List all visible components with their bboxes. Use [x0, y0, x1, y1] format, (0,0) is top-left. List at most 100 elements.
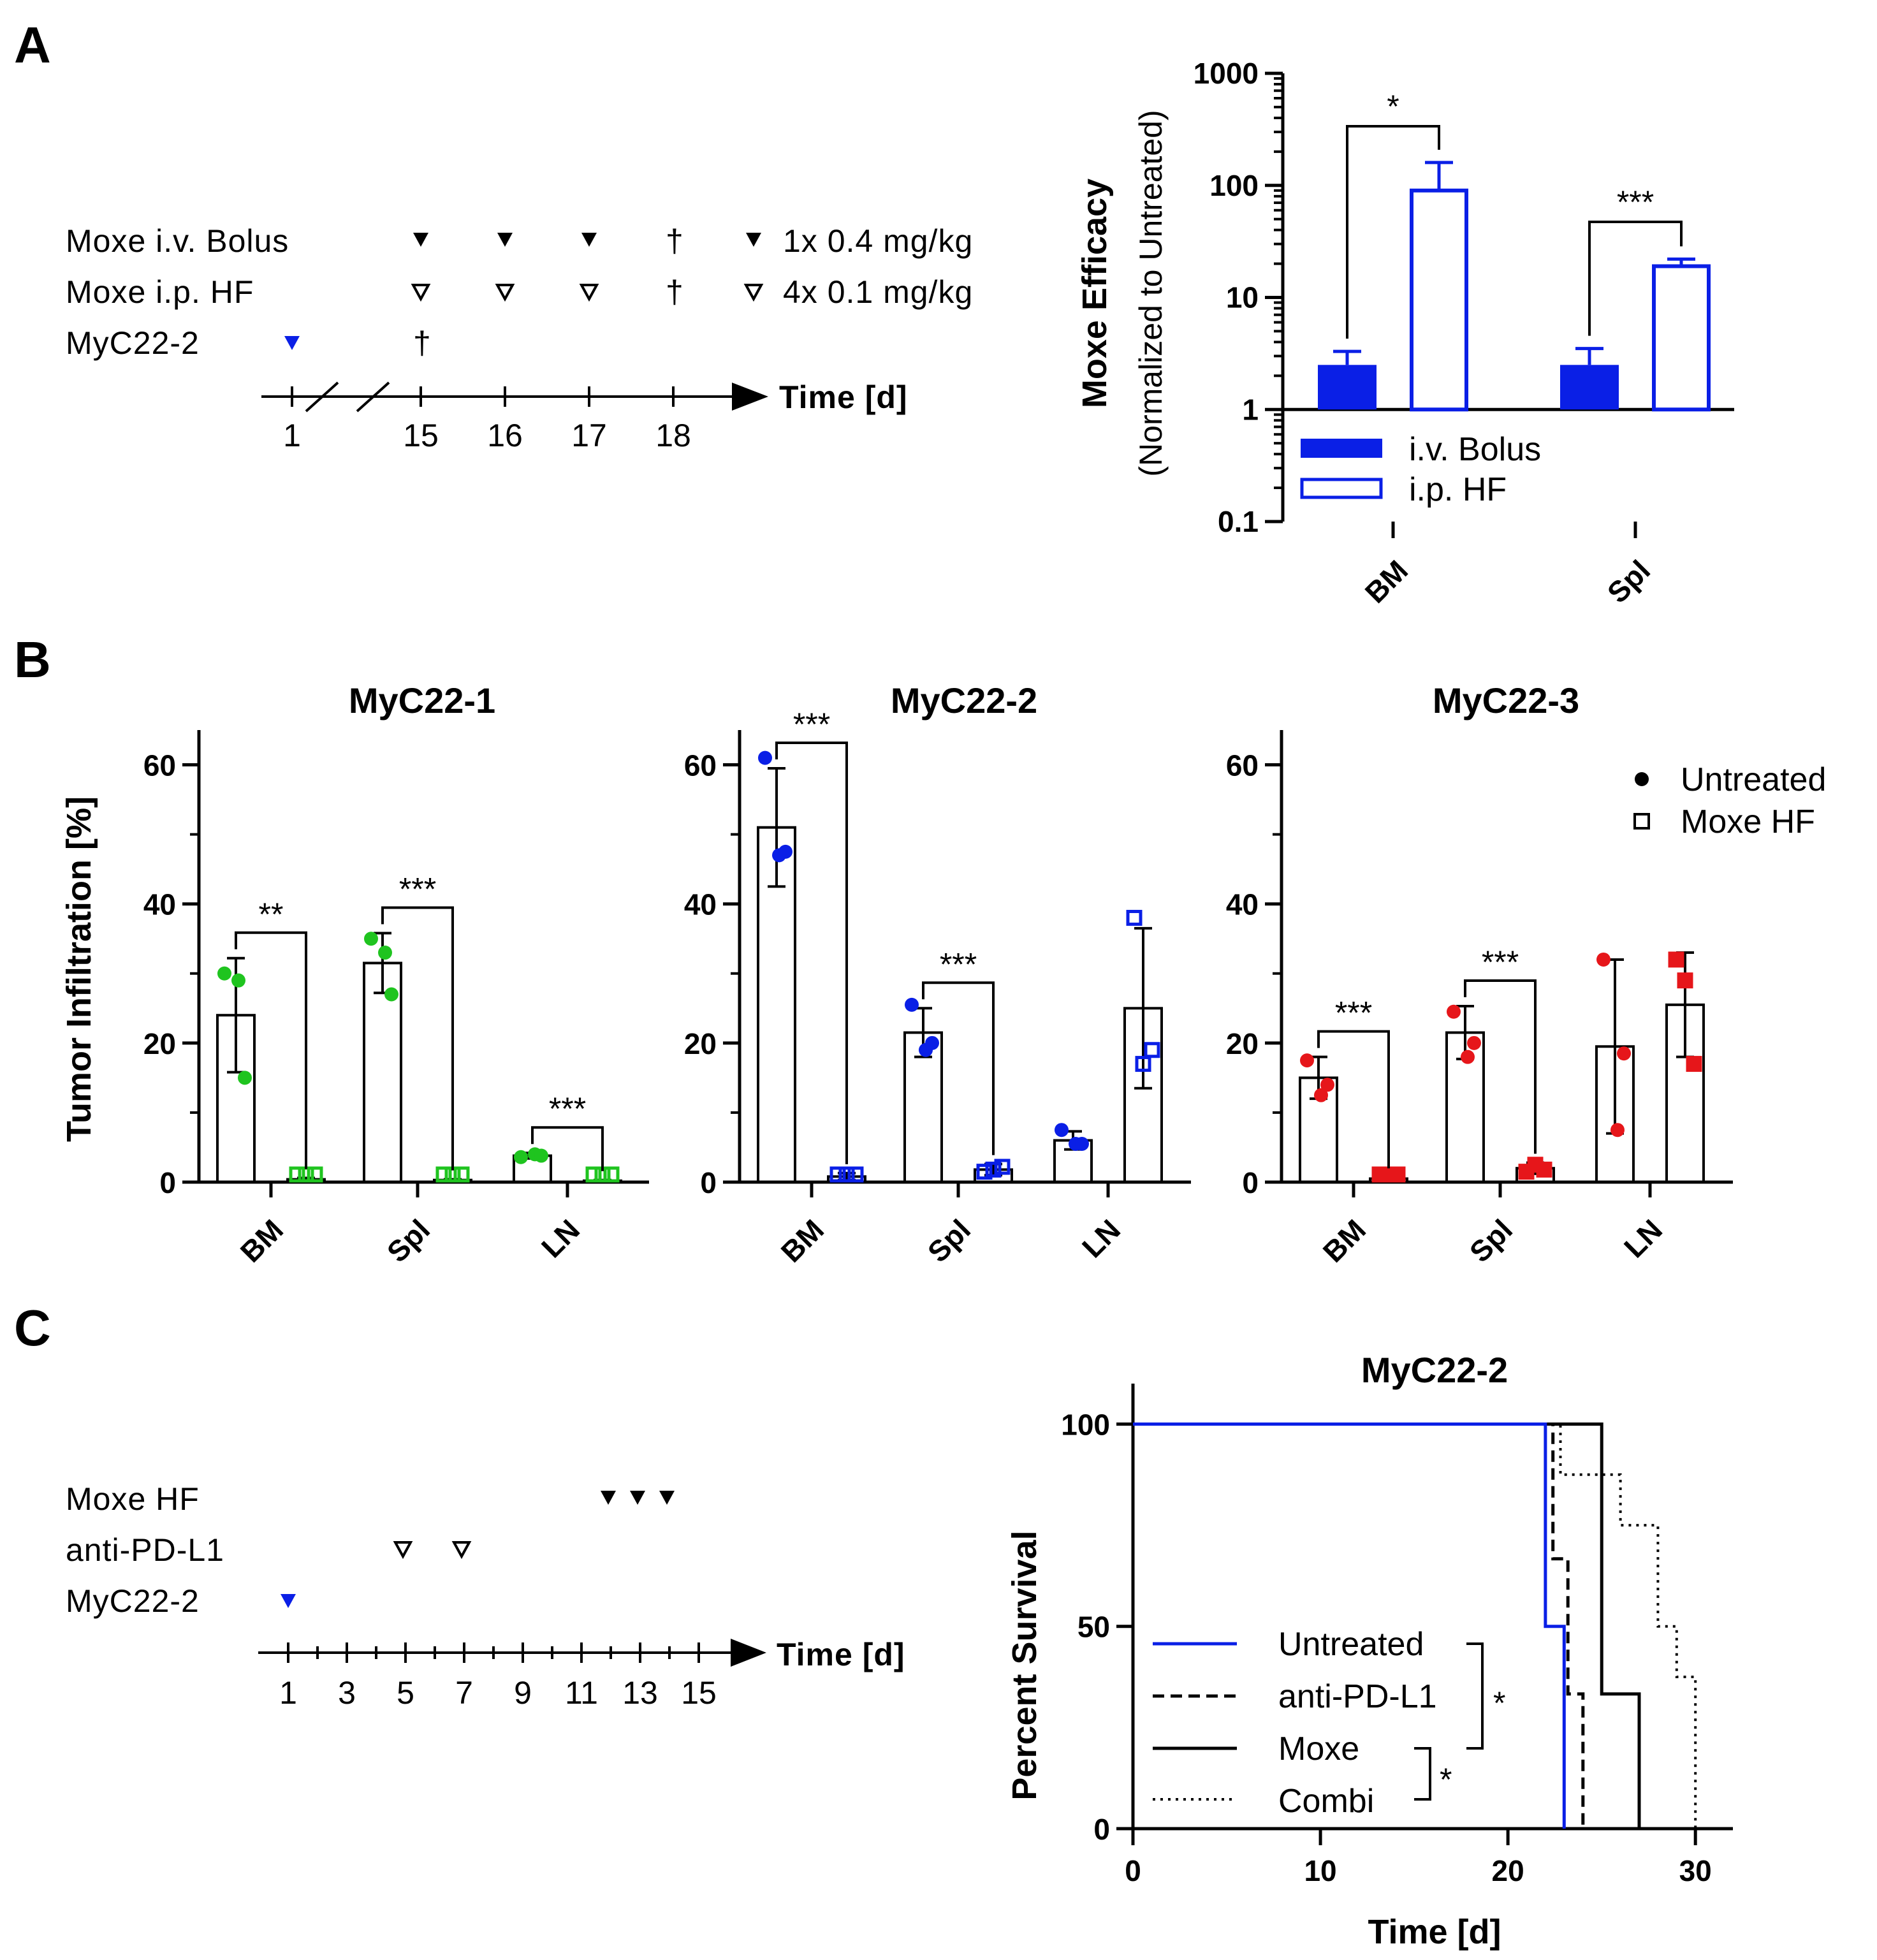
legend-swatch-bolus: [1301, 439, 1382, 458]
chart-myc22-3: 0 20 40 60 BM *** Spl *** LN: [1226, 730, 1733, 1269]
b-tick-label: 40: [1226, 888, 1259, 921]
b-data-point-untreated: [238, 1071, 252, 1085]
b-category-label: LN: [1076, 1213, 1127, 1264]
chart-title-myc22-2: MyC22-2: [891, 680, 1037, 720]
efficacy-bar: [1410, 188, 1468, 412]
survival-x-tick-label: 0: [1125, 1854, 1141, 1887]
timeline-c-tick: 11: [565, 1675, 598, 1711]
survival-x-tick-label: 30: [1679, 1854, 1712, 1887]
b-category-label: LN: [535, 1213, 586, 1264]
survival-x-label: Time [d]: [1368, 1913, 1501, 1951]
efficacy-sig-bracket: [1346, 125, 1440, 339]
open-triangle-icon: [579, 284, 599, 302]
b-category-label: BM: [234, 1213, 289, 1268]
injection-triangle-icon: [284, 336, 300, 350]
bolus-dose-markers: [413, 233, 761, 247]
b-sig-label: ***: [399, 872, 436, 907]
b-tick-label: 60: [684, 749, 717, 782]
b-data-point-untreated: [778, 844, 792, 859]
legend-label-moxe: Moxe: [1278, 1730, 1359, 1767]
efficacy-tick-label: 0.1: [1218, 505, 1259, 538]
b-data-point-untreated: [384, 987, 398, 1002]
b-data-point-untreated: [925, 1035, 939, 1050]
chart-title-myc22-3: MyC22-3: [1433, 680, 1579, 720]
b-data-point-moxe-hf: [838, 1166, 855, 1183]
b-sig-bracket: [1317, 1030, 1390, 1169]
timeline-a-tick: 15: [403, 418, 439, 453]
b-data-point-moxe-hf: [1126, 910, 1143, 926]
timeline-a-tick: 17: [571, 418, 607, 453]
chart-title-myc22-1: MyC22-1: [349, 680, 495, 720]
b-data-point-moxe-hf: [829, 1166, 846, 1183]
b-data-point-moxe-hf: [307, 1166, 323, 1183]
b-sig-label: **: [259, 896, 284, 932]
timeline-c-tick: 13: [622, 1675, 658, 1711]
survival-chart: 0 50 100 0 10 20 30 MyC22-2 Percent Survival T…: [1005, 1350, 1733, 1951]
b-data-point-moxe-hf: [435, 1166, 452, 1183]
schedule-a-row-3-label: MyC22-2: [66, 325, 200, 361]
legend-bracket-2: [1414, 1747, 1431, 1801]
efficacy-y-label: Moxe Efficacy: [1076, 179, 1114, 408]
b-tick-label: 0: [159, 1166, 176, 1199]
timeline-a-label: Time [d]: [779, 379, 908, 415]
b-data-point-untreated: [514, 1150, 528, 1164]
b-data-point-moxe-hf: [289, 1166, 305, 1183]
b-data-point-moxe-hf: [1389, 1166, 1406, 1183]
schedule-c-row-1-label: Moxe HF: [66, 1481, 200, 1517]
b-data-point-untreated: [1320, 1078, 1334, 1092]
timeline-c-label: Time [d]: [777, 1637, 905, 1672]
b-sig-label: ***: [793, 706, 830, 742]
b-data-point-moxe-hf: [847, 1166, 864, 1183]
chart-myc22-1: 0 20 40 60 BM ** Spl *** LN ***: [143, 730, 649, 1269]
efficacy-y-label-2: (Normalized to Untreated): [1133, 110, 1169, 476]
b-sig-bracket: [922, 981, 995, 1155]
legend-square-icon: [1633, 813, 1650, 830]
b-sig-label: ***: [1335, 995, 1372, 1031]
efficacy-tick-label: 1000: [1194, 57, 1259, 90]
timeline-c-tick: 9: [514, 1675, 532, 1711]
b-data-point-untreated: [1596, 952, 1610, 967]
schedule-c-row-3-label: MyC22-2: [66, 1583, 200, 1619]
b-sig-label: ***: [940, 946, 977, 982]
b-tick-label: 40: [143, 888, 176, 921]
b-data-point-untreated: [905, 997, 919, 1012]
b-data-point-untreated: [1300, 1053, 1314, 1068]
schedule-a-row-1-label: Moxe i.v. Bolus: [66, 223, 289, 259]
b-data-point-untreated: [1314, 1088, 1328, 1102]
efficacy-chart: 0.1 1 10 100 1000 BM * Spl *** Moxe Efficacy (No…: [1076, 57, 1734, 610]
b-category-label: Spl: [921, 1213, 977, 1268]
injection-triangle-icon: [281, 1594, 296, 1608]
filled-triangle-icon: [413, 233, 428, 247]
timeline-c-tick: 3: [338, 1675, 356, 1711]
b-data-point-moxe-hf: [1135, 1056, 1151, 1072]
b-data-point-untreated: [1617, 1046, 1631, 1061]
efficacy-sig-bracket: [1588, 221, 1683, 336]
open-triangle-icon: [393, 1541, 413, 1560]
timeline-c: [258, 1639, 766, 1667]
b-data-point-untreated: [1610, 1123, 1625, 1137]
legend-sig-2: *: [1440, 1762, 1452, 1797]
b-sig-label: ***: [1482, 944, 1519, 980]
b-sig-bracket: [531, 1126, 604, 1171]
survival-legend: Untreated anti-PD-L1 Moxe Combi * *: [1153, 1626, 1505, 1820]
timeline-c-tick: 5: [397, 1675, 414, 1711]
b-data-point-moxe-hf: [1668, 951, 1684, 968]
schedule-a-row-2-label: Moxe i.p. HF: [66, 274, 254, 310]
b-data-point-untreated: [231, 973, 245, 988]
open-triangle-icon: [495, 284, 515, 302]
moxe-hf-markers: [601, 1491, 675, 1505]
panel-label-c: C: [14, 1299, 51, 1356]
b-category-label: LN: [1618, 1213, 1669, 1264]
efficacy-bar: [1652, 264, 1711, 412]
panel-label-b: B: [14, 631, 51, 688]
chart-myc22-2: 0 20 40 60 BM *** Spl *** LN: [684, 706, 1191, 1269]
survival-plot-area: 0 50 100 0 10 20 30: [1061, 1384, 1733, 1887]
survival-x-tick-label: 20: [1492, 1854, 1524, 1887]
filled-triangle-icon: [497, 233, 513, 247]
filled-triangle-icon: [601, 1491, 616, 1505]
schedule-a-row-2-dose: 4x 0.1 mg/kg: [783, 274, 973, 310]
b-data-point-moxe-hf: [1686, 1056, 1702, 1072]
arrow-head-icon: [732, 383, 768, 411]
panel-label-a: A: [14, 17, 51, 73]
